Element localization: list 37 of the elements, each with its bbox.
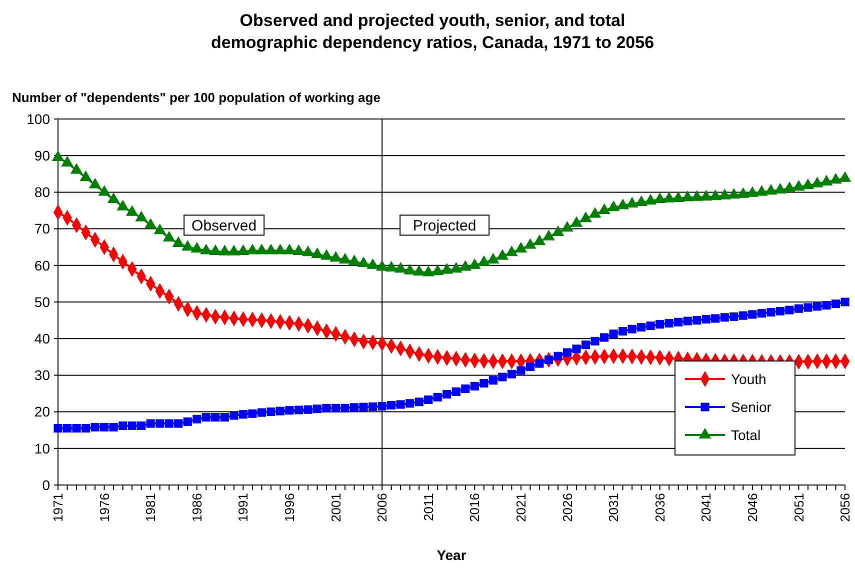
x-tick-label: 1991 <box>236 493 251 522</box>
x-tick-label: 1996 <box>282 493 298 522</box>
y-tick-label: 80 <box>34 184 50 200</box>
y-tick-label: 70 <box>34 220 50 237</box>
chart-title: Observed and projected youth, senior, and total demographic dependency ratios, Canada, 1971 to 2056 <box>210 11 654 52</box>
x-tick-label: 2016 <box>467 493 482 522</box>
x-tick-label: 2021 <box>513 493 528 522</box>
x-tick-label: 2031 <box>606 493 622 522</box>
x-tick-label: 1971 <box>50 493 66 522</box>
legend-label: Total <box>731 426 761 443</box>
x-tick-label: 2036 <box>652 493 668 522</box>
x-axis-title: Year <box>436 547 467 563</box>
x-tick-label: 1986 <box>189 493 204 522</box>
annotation: Observed <box>192 217 257 234</box>
y-tick-label: 90 <box>34 148 50 164</box>
y-axis-title: Number of "dependents" per 100 population of working age <box>12 90 380 105</box>
x-tick-label: 2051 <box>791 493 806 522</box>
x-tick-label: 2006 <box>374 493 390 522</box>
y-tick-label: 0 <box>42 476 50 493</box>
x-tick-label: 1976 <box>96 493 112 522</box>
y-tick-label: 100 <box>26 110 50 127</box>
x-tick-label: 1981 <box>143 493 158 522</box>
x-tick-label: 2056 <box>838 493 853 522</box>
y-tick-label: 50 <box>34 294 50 310</box>
x-tick-label: 2011 <box>420 493 436 521</box>
y-tick-label: 20 <box>34 404 50 420</box>
x-tick-label: 2041 <box>698 493 714 522</box>
x-tick-label: 2026 <box>560 493 575 522</box>
x-tick-label: 2001 <box>328 493 344 522</box>
y-tick-label: 60 <box>34 257 50 274</box>
annotation: Projected <box>412 217 476 234</box>
x-tick-label: 2046 <box>744 493 760 522</box>
legend-label: Senior <box>731 398 772 415</box>
y-tick-label: 30 <box>34 367 50 384</box>
y-tick-label: 40 <box>34 330 50 346</box>
y-tick-label: 10 <box>34 440 50 456</box>
legend-label: Youth <box>731 370 766 387</box>
